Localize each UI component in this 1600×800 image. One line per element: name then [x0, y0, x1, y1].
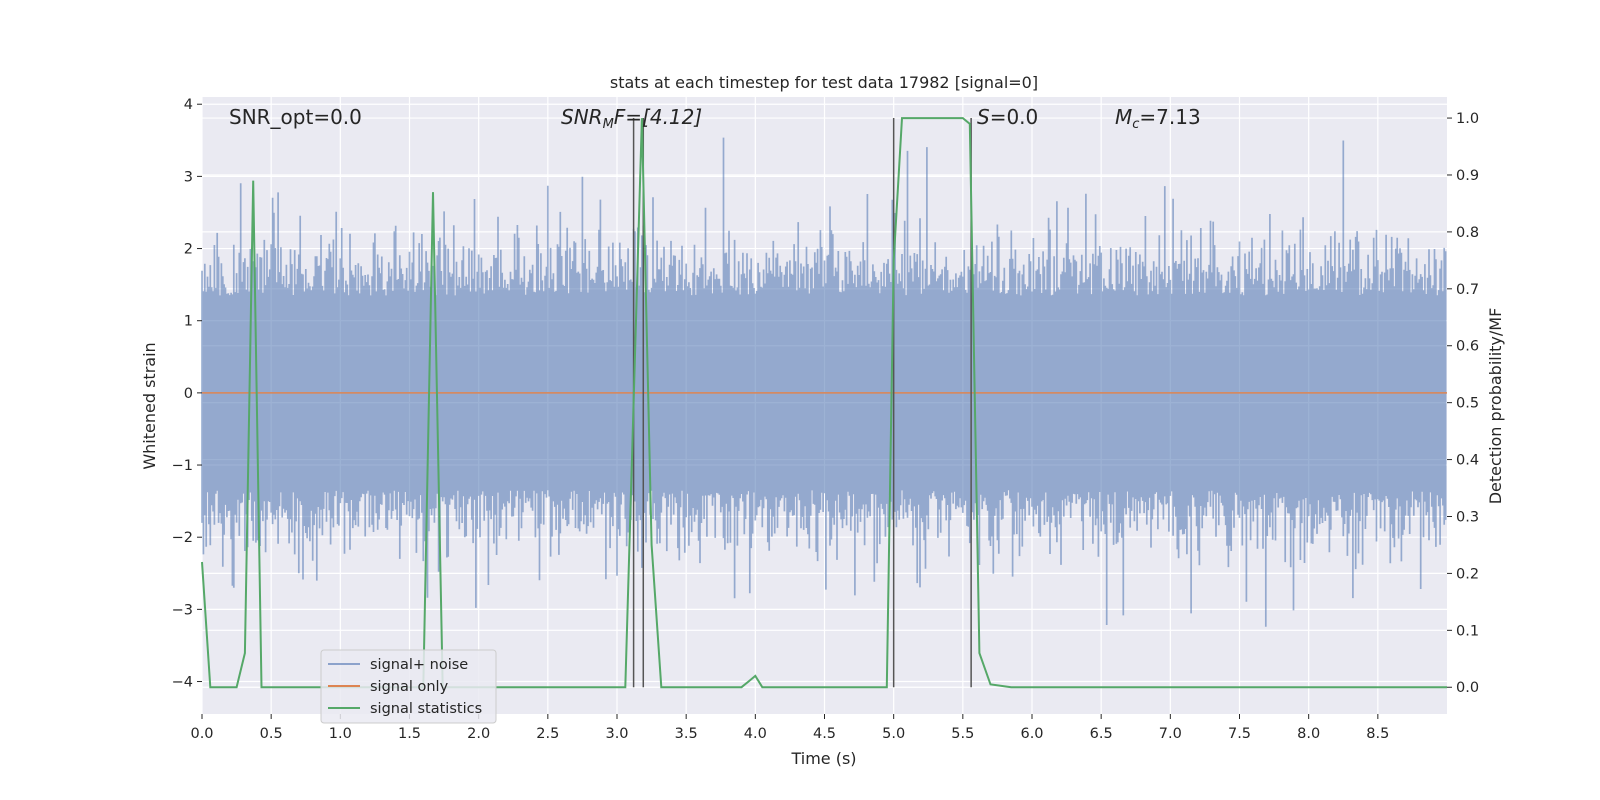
x-tick-label: 4.5	[813, 726, 836, 742]
y-left-tick-label: −1	[172, 458, 193, 474]
x-tick-label: 6.0	[1020, 726, 1043, 742]
legend-label-signal-only: signal only	[370, 679, 449, 695]
y-right-tick-label: 0.1	[1456, 623, 1479, 639]
x-tick-label: 5.5	[951, 726, 974, 742]
x-tick-label: 4.0	[744, 726, 767, 742]
y-left-tick-label: 0	[184, 386, 193, 402]
x-tick-label: 8.0	[1297, 726, 1320, 742]
y-left-tick-label: −3	[172, 602, 193, 618]
legend-label-noise: signal+ noise	[370, 657, 468, 673]
x-tick-label: 5.0	[882, 726, 905, 742]
annotation-s: S=0.0	[977, 105, 1038, 129]
signal-statistics-line	[201, 117, 1447, 689]
x-axis-ticks: 0.0 0.5 1.0 1.5 2.0 2.5 3.0 3.5 4.0 4.5 5.0 5.5 6.0 6…	[190, 714, 1389, 742]
y-left-tick-label: −4	[172, 675, 193, 691]
y-left-tick-label: 4	[184, 97, 193, 113]
y-right-tick-label: 0.8	[1456, 225, 1479, 241]
y-axis-right-ticks: 1.0 0.9 0.8 0.7 0.6 0.5 0.4 0.3 0.2 0.1 0.0	[1447, 111, 1479, 696]
legend-box	[320, 649, 497, 724]
y-right-tick-label: 0.0	[1456, 680, 1479, 696]
legend-label-statistics: signal statistics	[370, 701, 482, 717]
y-right-tick-label: 0.4	[1456, 453, 1479, 469]
y-left-tick-label: 1	[184, 314, 193, 330]
x-tick-label: 0.0	[190, 726, 213, 742]
x-tick-label: 0.5	[260, 726, 283, 742]
y-right-tick-label: 0.6	[1456, 339, 1479, 355]
x-tick-label: 8.5	[1366, 726, 1389, 742]
y-right-tick-label: 0.5	[1456, 396, 1479, 412]
x-tick-label: 3.0	[605, 726, 628, 742]
x-tick-label: 6.5	[1090, 726, 1113, 742]
x-axis-label: Time (s)	[790, 749, 856, 768]
legend: signal+ noise signal only signal statist…	[320, 649, 497, 724]
x-tick-label: 2.5	[536, 726, 559, 742]
y-left-tick-label: −2	[172, 530, 193, 546]
chart-title: stats at each timestep for test data 179…	[610, 73, 1038, 92]
y-right-tick-label: 0.9	[1456, 168, 1479, 184]
y-left-tick-label: 2	[184, 242, 193, 258]
x-tick-label: 1.0	[329, 726, 352, 742]
x-tick-label: 3.5	[675, 726, 698, 742]
y-left-tick-label: 3	[184, 169, 193, 185]
y-right-tick-label: 1.0	[1456, 111, 1479, 127]
y-axis-left-ticks: 4 3 2 1 0 −1 −2 −3 −4	[172, 97, 202, 691]
y-axis-left-label: Whitened strain	[140, 342, 159, 469]
annotation-snr-opt: SNR_opt=0.0	[229, 105, 362, 129]
y-right-tick-label: 0.3	[1456, 509, 1479, 525]
x-tick-label: 2.0	[467, 726, 490, 742]
annotation-mc: Mc=7.13	[1115, 105, 1201, 132]
y-right-tick-label: 0.7	[1456, 282, 1479, 298]
x-tick-label: 7.0	[1159, 726, 1182, 742]
y-right-tick-label: 0.2	[1456, 566, 1479, 582]
x-tick-label: 7.5	[1228, 726, 1251, 742]
annotation-snr-mf: SNRMF=[4.12]	[561, 105, 702, 132]
y-axis-right-label: Detection probability/MF	[1486, 308, 1505, 505]
x-tick-label: 1.5	[398, 726, 421, 742]
